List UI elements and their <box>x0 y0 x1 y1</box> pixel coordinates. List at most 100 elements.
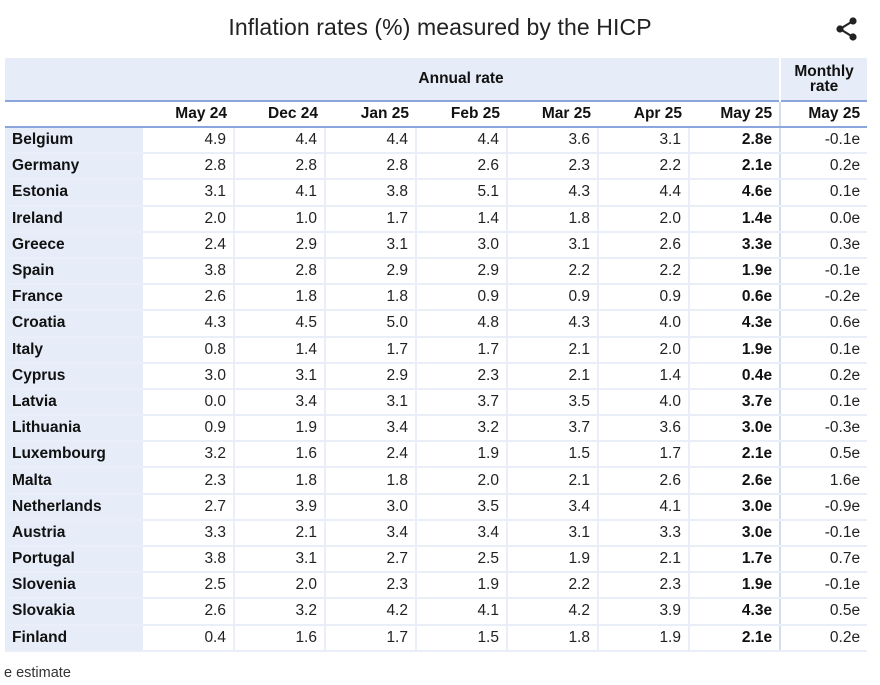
annual-column-header: Dec 24 <box>234 100 325 128</box>
country-label: Portugal <box>5 546 143 574</box>
table-cell: 0.2e <box>779 153 868 181</box>
table-cell: 2.7 <box>324 546 416 574</box>
table-cell: 0.1e <box>779 179 868 207</box>
table-row: Slovenia 2.5 2.0 2.3 1.9 2.2 2.3 1.9e -0.1e <box>5 572 868 600</box>
table-cell: 4.2 <box>506 598 598 626</box>
table-cell: 2.1 <box>506 336 598 364</box>
table-cell: 2.6 <box>597 467 689 495</box>
inflation-table: Annual rate Monthly rate May 24 Dec 24 Jan… <box>5 58 868 652</box>
table-cell: -0.1e <box>779 127 868 155</box>
table-cell: 0.1e <box>779 336 868 364</box>
table-cell: 1.8 <box>233 284 325 312</box>
table-cell: 1.0 <box>233 205 325 233</box>
table-cell: 2.1 <box>233 519 325 548</box>
table-cell: 2.5 <box>143 572 234 600</box>
table-cell: 0.5e <box>779 598 868 626</box>
table-cell: -0.1e <box>779 572 868 600</box>
table-row: Estonia 3.1 4.1 3.8 5.1 4.3 4.4 4.6e 0.1e <box>5 179 868 207</box>
table-cell: 2.8 <box>324 153 416 181</box>
table-cell: 1.7 <box>324 205 416 233</box>
table-cell: 5.1 <box>415 179 507 207</box>
table-cell: 2.3 <box>143 467 234 495</box>
table-cell: 4.8 <box>415 310 507 338</box>
table-cell: 4.6e <box>687 179 781 207</box>
table-cell: 1.9 <box>506 546 598 574</box>
country-label: Lithuania <box>5 415 143 443</box>
country-label: Ireland <box>5 205 143 233</box>
table-cell: 2.9 <box>233 231 325 259</box>
table-cell: 2.3 <box>415 362 507 390</box>
table-cell: 1.9e <box>687 336 781 364</box>
table-cell: 2.6 <box>597 231 689 259</box>
table-cell: 0.0 <box>143 388 234 417</box>
table-cell: 3.4 <box>233 388 325 417</box>
table-cell: 3.2 <box>143 441 234 469</box>
country-label: Estonia <box>5 179 143 207</box>
annual-column-header: May 25 <box>689 100 781 128</box>
country-label: Slovenia <box>5 572 143 600</box>
table-cell: 1.8 <box>506 624 598 652</box>
table-cell: 2.5 <box>415 546 507 574</box>
table-cell: 2.7 <box>143 493 234 521</box>
table-cell: 3.6 <box>506 127 598 155</box>
table-cell: 1.4 <box>415 205 507 233</box>
table-cell: 0.0e <box>779 205 868 233</box>
table-cell: 2.3 <box>597 572 689 600</box>
table-cell: 1.9 <box>415 572 507 600</box>
country-label: Greece <box>5 231 143 259</box>
table-cell: 2.0 <box>597 336 689 364</box>
table-cell: 3.7 <box>415 388 507 417</box>
country-label: Finland <box>5 624 143 652</box>
table-cell: 1.9e <box>687 257 781 286</box>
table-cell: -0.1e <box>779 519 868 548</box>
table-cell: 2.9 <box>415 257 507 286</box>
table-row: France 2.6 1.8 1.8 0.9 0.9 0.9 0.6e -0.2e <box>5 284 868 312</box>
table-cell: 0.4e <box>687 362 781 390</box>
country-label: Luxembourg <box>5 441 143 469</box>
table-cell: 2.1 <box>506 362 598 390</box>
share-icon[interactable] <box>834 16 860 42</box>
table-row: Slovakia 2.6 3.2 4.2 4.1 4.2 3.9 4.3e 0.5e <box>5 598 868 626</box>
country-label: Cyprus <box>5 362 143 390</box>
table-cell: 4.3e <box>687 310 781 338</box>
table-cell: 4.1 <box>415 598 507 626</box>
table-cell: 3.0 <box>143 362 234 390</box>
table-cell: 0.6e <box>687 284 781 312</box>
annual-column-header: Feb 25 <box>416 100 507 128</box>
country-label: Spain <box>5 257 143 286</box>
country-label: Netherlands <box>5 493 143 521</box>
table-cell: 3.3e <box>687 231 781 259</box>
table-cell: -0.3e <box>779 415 868 443</box>
table-cell: 2.2 <box>506 257 598 286</box>
table-cell: 1.5 <box>415 624 507 652</box>
table-cell: 4.3 <box>506 179 598 207</box>
table-cell: 2.0 <box>143 205 234 233</box>
table-cell: 2.4 <box>143 231 234 259</box>
table-cell: 3.1 <box>506 519 598 548</box>
table-cell: 3.4 <box>324 519 416 548</box>
table-cell: 4.9 <box>143 127 234 155</box>
table-cell: 2.9 <box>324 257 416 286</box>
table-cell: 3.7 <box>506 415 598 443</box>
country-label: Belgium <box>5 127 143 155</box>
table-cell: 4.3 <box>143 310 234 338</box>
table-cell: 0.3e <box>779 231 868 259</box>
footnote: e estimate <box>4 665 71 681</box>
country-label: Croatia <box>5 310 143 338</box>
table-cell: 2.3 <box>324 572 416 600</box>
country-label: Malta <box>5 467 143 495</box>
table-cell: 3.0e <box>687 415 781 443</box>
table-cell: 3.1 <box>597 127 689 155</box>
country-label: Italy <box>5 336 143 364</box>
table-cell: 3.8 <box>324 179 416 207</box>
table-row: Malta 2.3 1.8 1.8 2.0 2.1 2.6 2.6e 1.6e <box>5 467 868 495</box>
table-cell: 4.0 <box>597 388 689 417</box>
table-cell: 3.9 <box>233 493 325 521</box>
table-cell: 1.4 <box>597 362 689 390</box>
table-cell: 1.8 <box>506 205 598 233</box>
table-row: Belgium 4.9 4.4 4.4 4.4 3.6 3.1 2.8e -0.1e <box>5 127 868 155</box>
table-cell: 2.1e <box>687 624 781 652</box>
table-cell: 1.7 <box>324 336 416 364</box>
table-cell: -0.1e <box>779 257 868 286</box>
table-cell: 0.9 <box>506 284 598 312</box>
